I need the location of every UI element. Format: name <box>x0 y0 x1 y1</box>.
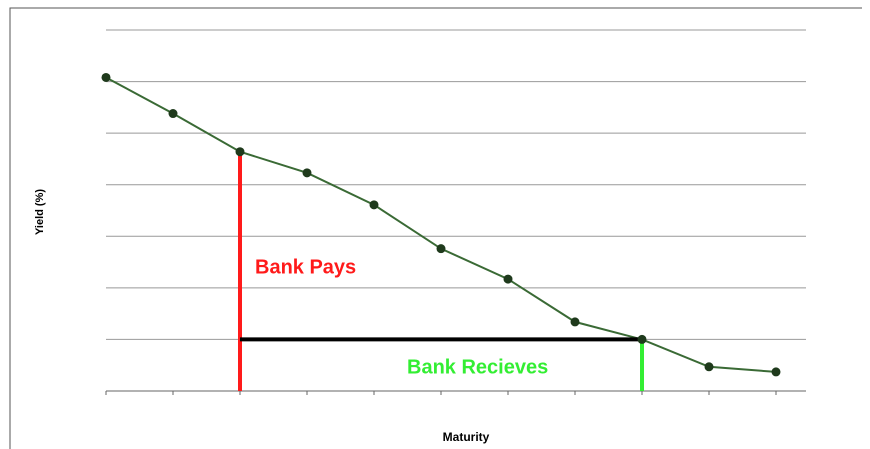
marker <box>101 72 111 82</box>
marker <box>570 317 580 327</box>
marker <box>771 367 781 377</box>
x-axis-label: Maturity <box>443 430 490 444</box>
marker <box>302 168 312 178</box>
marker <box>168 109 178 119</box>
frame <box>9 7 862 449</box>
marker <box>704 362 714 372</box>
marker <box>503 274 513 284</box>
line <box>105 76 777 373</box>
annotation: Bank Recieves <box>407 356 548 378</box>
marker <box>235 147 245 157</box>
y-axis-label: Yield (%) <box>34 189 46 235</box>
marker <box>436 244 446 254</box>
marker <box>637 334 647 344</box>
annotation: Bank Pays <box>255 256 356 278</box>
marker <box>369 200 379 210</box>
